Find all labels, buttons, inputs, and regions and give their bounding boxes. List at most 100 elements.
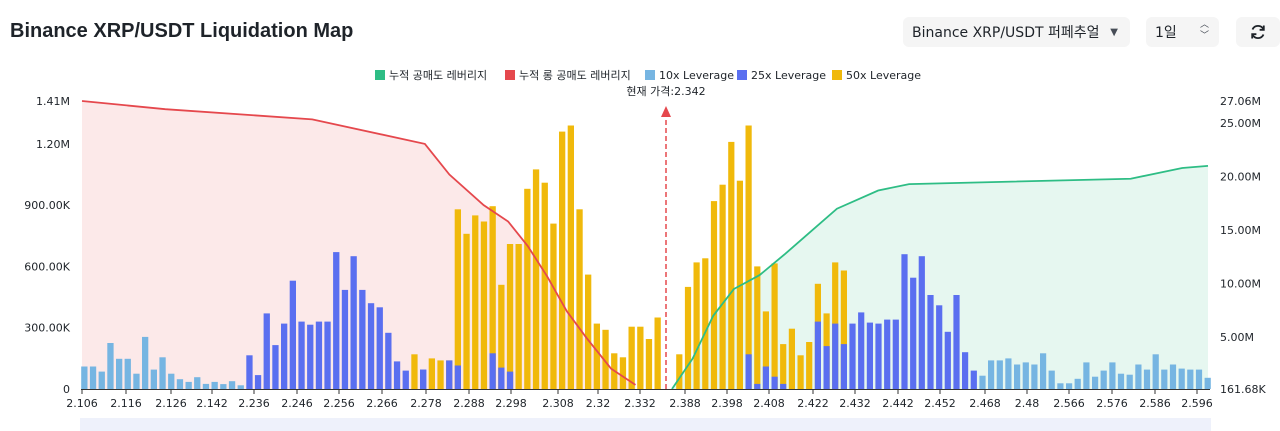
long-bar [559,131,566,389]
short-bar [684,286,692,389]
short-bar [754,266,761,389]
left-axis-tick-label: 0 [63,383,70,396]
long-bar [541,182,548,389]
long-bar [98,371,105,389]
x-axis-tick-label: 2.422 [797,397,829,410]
long-bar-overlay [489,353,496,389]
short-bar [788,328,795,389]
long-bar [281,323,288,389]
legend-swatch [737,70,747,80]
short-bar [962,352,969,389]
x-axis-tick-label: 2.116 [110,397,142,410]
short-bar-overlay [771,376,778,389]
short-bar [927,295,934,389]
x-axis-tick-label: 2.298 [495,397,527,410]
left-axis-tick-label: 1.41M [36,95,70,108]
long-bar [402,370,409,389]
x-axis-tick-label: 2.468 [969,397,1001,410]
short-bar [936,305,943,389]
short-bar-overlay [762,366,769,389]
short-bar [771,263,778,389]
long-bar-overlay [454,365,461,389]
short-bar [806,342,813,389]
long-bar [194,377,201,389]
short-bar [676,354,683,389]
long-bar [246,355,253,389]
interval-select-value: 1일 [1155,25,1177,41]
refresh-button[interactable] [1236,17,1280,47]
long-bar [367,303,375,389]
short-bar [1014,364,1021,389]
long-bar [168,373,175,389]
short-bar [797,355,804,389]
interval-select[interactable]: 1일 ︿ ﹀ [1146,17,1219,47]
short-bar [884,319,891,389]
long-bar [315,321,323,389]
short-bar [1074,378,1081,389]
long-bar [211,381,218,389]
legend-swatch [645,70,655,80]
x-axis-tick-label: 2.388 [669,397,701,410]
short-bar [1195,369,1203,389]
short-bar [892,319,899,389]
short-bar [1083,362,1090,389]
short-bar [762,311,769,389]
long-bar [150,369,157,389]
long-bar [159,357,166,389]
long-bar [489,206,496,389]
short-bar [1100,370,1107,389]
long-bar-overlay [506,371,514,389]
long-bar [515,244,522,389]
long-bar [81,366,88,389]
long-bar [116,358,123,389]
x-axis-tick-label: 2.332 [624,397,656,410]
right-axis-tick-label: 15.00M [1220,224,1261,237]
legend-swatch [505,70,515,80]
x-axis-tick-label: 2.308 [542,397,574,410]
cum-long-area [82,101,636,389]
long-bar [550,223,557,389]
right-axis-tick-label: 25.00M [1220,117,1261,130]
long-bar [411,354,418,389]
long-bar [506,244,514,389]
short-bar [866,322,873,389]
short-bar [979,375,986,389]
long-bar [359,289,366,389]
exchange-select[interactable]: Binance XRP/USDT 퍼페추얼 ▼ [903,17,1130,47]
short-bar [1048,370,1055,389]
long-bar [333,252,340,389]
short-bar [1152,354,1159,389]
x-axis-tick-label: 2.126 [155,397,187,410]
short-bar [1126,374,1133,389]
short-bar [1066,383,1073,389]
short-bar [875,323,882,389]
x-axis-tick-label: 2.266 [366,397,398,410]
short-bar [1109,362,1116,389]
short-bar-overlay [780,383,787,389]
chart-scrollbar[interactable] [80,418,1211,431]
x-axis-tick-label: 2.246 [281,397,313,410]
long-bar [228,381,236,389]
short-bar [780,344,787,389]
x-axis-tick-label: 2.586 [1139,397,1171,410]
left-axis-tick-label: 300.00K [24,322,70,335]
x-axis-tick-label: 2.442 [882,397,914,410]
long-bar [628,326,635,389]
short-bar [1161,369,1168,389]
short-bar [1031,364,1038,389]
legend-label: 25x Leverage [751,69,826,82]
short-bar [1057,383,1064,389]
short-bar [996,360,1003,389]
x-axis-tick-label: 2.106 [66,397,98,410]
long-bar [385,332,392,389]
long-bar-overlay [420,369,427,389]
long-bar [428,358,435,389]
short-bar [988,360,995,389]
short-bar [918,256,925,389]
short-bar [849,323,856,389]
x-axis-tick-label: 2.452 [924,397,956,410]
short-bar [1178,368,1185,389]
short-bar-overlay [814,321,821,389]
long-bar [567,125,574,389]
